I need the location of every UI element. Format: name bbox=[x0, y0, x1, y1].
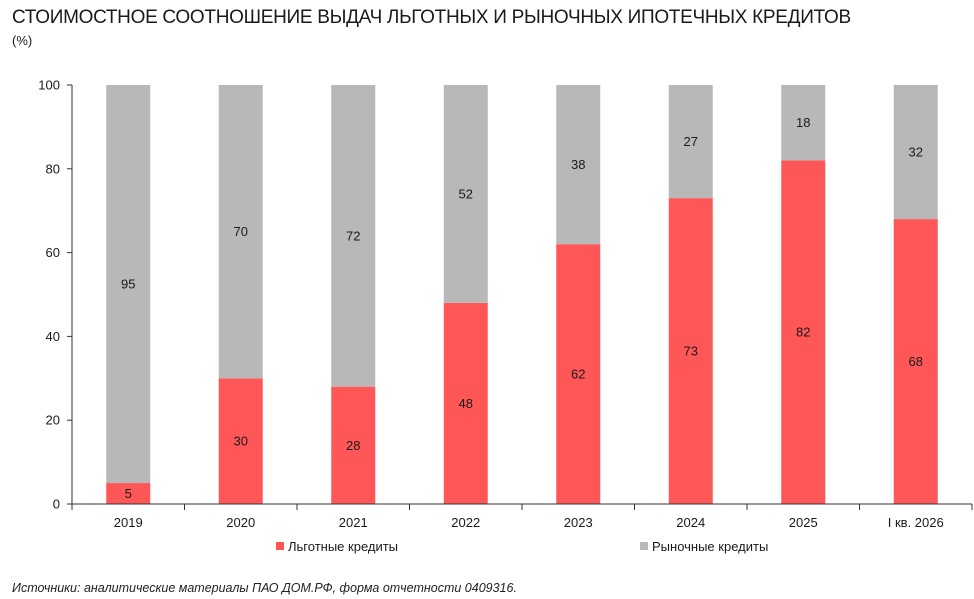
data-label: 5 bbox=[125, 486, 132, 501]
x-category-label: 2020 bbox=[226, 515, 255, 530]
bar-market bbox=[781, 85, 826, 161]
unit-label: (%) bbox=[12, 33, 33, 48]
bar-market bbox=[556, 85, 601, 245]
data-label: 18 bbox=[796, 115, 810, 130]
y-tick-label: 0 bbox=[53, 497, 60, 512]
x-category-label: 2024 bbox=[676, 515, 705, 530]
y-tick-label: 20 bbox=[46, 413, 60, 428]
bar-preferential bbox=[106, 483, 151, 504]
x-category-label: I кв. 2026 bbox=[888, 515, 944, 530]
bar-market bbox=[106, 85, 151, 484]
data-label: 27 bbox=[684, 134, 698, 149]
legend: Льготные кредиты Рыночные кредиты bbox=[276, 539, 768, 554]
bar-market bbox=[893, 85, 938, 220]
bar-preferential bbox=[218, 378, 263, 504]
legend-label: Льготные кредиты bbox=[288, 539, 398, 554]
data-label: 70 bbox=[234, 224, 248, 239]
legend-swatch-market bbox=[640, 542, 648, 550]
data-label: 72 bbox=[346, 228, 360, 243]
data-label: 52 bbox=[459, 186, 473, 201]
x-category-label: 2019 bbox=[114, 515, 143, 530]
x-axis: 2019 2020 2021 2022 2023 2024 2025 I кв. 2026 bbox=[71, 503, 973, 530]
bar-preferential bbox=[331, 386, 376, 504]
legend-swatch-preferential bbox=[276, 542, 284, 550]
y-tick-label: 80 bbox=[46, 161, 60, 176]
x-category-label: 2023 bbox=[564, 515, 593, 530]
data-label: 28 bbox=[346, 438, 360, 453]
data-label: 95 bbox=[121, 277, 135, 292]
data-label: 30 bbox=[234, 434, 248, 449]
bar-preferential bbox=[556, 244, 601, 504]
bar-preferential bbox=[781, 160, 826, 505]
bar-market bbox=[331, 85, 376, 387]
x-category-label: 2022 bbox=[451, 515, 480, 530]
bar-market bbox=[443, 85, 488, 303]
bar-market bbox=[668, 85, 713, 199]
bars: 5 95 30 70 28 72 48 52 62 38 73 27 82 18 68 32 bbox=[106, 85, 938, 505]
data-label: 38 bbox=[571, 157, 585, 172]
bar-preferential bbox=[893, 219, 938, 504]
data-label: 62 bbox=[571, 367, 585, 382]
y-tick-label: 100 bbox=[38, 78, 60, 93]
x-category-label: 2025 bbox=[789, 515, 818, 530]
data-label: 68 bbox=[909, 354, 923, 369]
legend-label: Рыночные кредиты bbox=[652, 539, 768, 554]
data-label: 32 bbox=[909, 145, 923, 160]
bar-preferential bbox=[668, 198, 713, 504]
x-category-label: 2021 bbox=[339, 515, 368, 530]
source-note: Источники: аналитические материалы ПАО Д… bbox=[12, 581, 517, 595]
y-tick-label: 40 bbox=[46, 329, 60, 344]
bar-preferential bbox=[443, 302, 488, 504]
data-label: 48 bbox=[459, 396, 473, 411]
y-tick-label: 60 bbox=[46, 245, 60, 260]
data-label: 73 bbox=[684, 344, 698, 359]
chart-title: СТОИМОСТНОЕ СООТНОШЕНИЕ ВЫДАЧ ЛЬГОТНЫХ И… bbox=[12, 7, 851, 28]
y-axis: 0 20 40 60 80 100 bbox=[38, 78, 73, 512]
bar-market bbox=[218, 85, 263, 379]
data-label: 82 bbox=[796, 325, 810, 340]
